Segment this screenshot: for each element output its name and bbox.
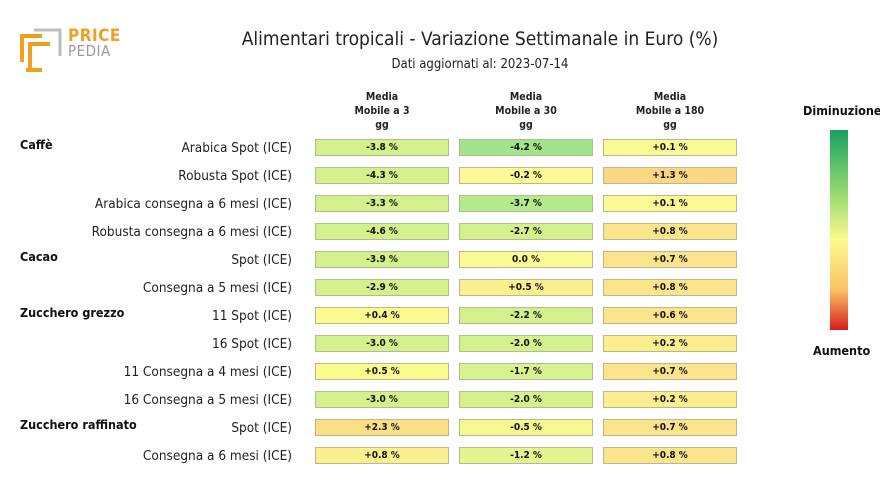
column-header-line: Media [653, 91, 687, 103]
table-cell: +1.3 % [603, 167, 737, 184]
row-label: Arabica consegna a 6 mesi (ICE) [94, 196, 292, 212]
column-header-line: Mobile a 3 [354, 105, 410, 117]
column-header-3: Media Mobile a 180 gg [602, 90, 738, 132]
logo-text-pedia: PEDIA [68, 42, 111, 60]
row-label: Consegna a 5 mesi (ICE) [142, 280, 292, 296]
logo-text-price: PRICE [68, 26, 121, 46]
row-label: Spot (ICE) [231, 252, 292, 268]
column-header-line: Media [365, 91, 399, 103]
table-cell: -3.0 % [315, 391, 449, 408]
table-cell: +0.7 % [603, 251, 737, 268]
table-cell: +0.8 % [603, 447, 737, 464]
table-cell: +0.8 % [603, 223, 737, 240]
table-cell: 0.0 % [459, 251, 593, 268]
row-label: 11 Consegna a 4 mesi (ICE) [123, 364, 292, 380]
column-header-line: gg [519, 119, 533, 131]
table-cell: -2.0 % [459, 391, 593, 408]
table-cell: -1.7 % [459, 363, 593, 380]
group-label: Zucchero grezzo [20, 305, 125, 320]
table-cell: -4.3 % [315, 167, 449, 184]
row-label: Consegna a 6 mesi (ICE) [142, 448, 292, 464]
table-cell: -3.0 % [315, 335, 449, 352]
table-cell: +0.2 % [603, 335, 737, 352]
table-cell: -2.9 % [315, 279, 449, 296]
column-header-line: Mobile a 180 [635, 105, 705, 117]
table-cell: +0.7 % [603, 419, 737, 436]
column-header-line: Media [509, 91, 543, 103]
column-header-line: Mobile a 30 [495, 105, 557, 117]
table-cell: +0.4 % [315, 307, 449, 324]
legend-bottom-label: Aumento [813, 343, 871, 358]
table-cell: -3.3 % [315, 195, 449, 212]
table-cell: -0.5 % [459, 419, 593, 436]
table-cell: -2.0 % [459, 335, 593, 352]
table-cell: -2.2 % [459, 307, 593, 324]
row-label: Spot (ICE) [231, 420, 292, 436]
row-label: 16 Consegna a 5 mesi (ICE) [123, 392, 292, 408]
column-header-line: gg [375, 119, 389, 131]
logo-mark-icon [20, 28, 62, 72]
table-cell: -4.2 % [459, 139, 593, 156]
row-label: 11 Spot (ICE) [212, 308, 292, 324]
table-cell: +2.3 % [315, 419, 449, 436]
table-cell: +0.1 % [603, 139, 737, 156]
row-label: Robusta consegna a 6 mesi (ICE) [91, 224, 292, 240]
column-header-line: gg [663, 119, 677, 131]
table-cell: -3.7 % [459, 195, 593, 212]
legend-color-scale [830, 130, 848, 330]
table-cell: +0.2 % [603, 391, 737, 408]
group-label: Caffè [20, 137, 53, 152]
table-cell: -1.2 % [459, 447, 593, 464]
table-cell: -4.6 % [315, 223, 449, 240]
table-cell: +0.8 % [603, 279, 737, 296]
pricepedia-logo: PRICE PEDIA [20, 26, 130, 74]
legend-top-label: Diminuzione [803, 103, 880, 118]
column-header-2: Media Mobile a 30 gg [458, 90, 594, 132]
group-label: Cacao [20, 249, 58, 264]
table-cell: -3.9 % [315, 251, 449, 268]
table-cell: -2.7 % [459, 223, 593, 240]
table-cell: +0.7 % [603, 363, 737, 380]
table-cell: +0.8 % [315, 447, 449, 464]
table-cell: +0.6 % [603, 307, 737, 324]
row-label: Robusta Spot (ICE) [178, 168, 292, 184]
group-label: Zucchero raffinato [20, 417, 137, 432]
row-label: 16 Spot (ICE) [212, 336, 292, 352]
row-label: Arabica Spot (ICE) [181, 140, 293, 156]
table-cell: -3.8 % [315, 139, 449, 156]
table-cell: +0.1 % [603, 195, 737, 212]
table-cell: +0.5 % [315, 363, 449, 380]
chart-title: Alimentari tropicali - Variazione Settim… [241, 28, 719, 50]
column-header-1: Media Mobile a 3 gg [314, 90, 450, 132]
table-cell: -0.2 % [459, 167, 593, 184]
chart-subtitle: Dati aggiornati al: 2023-07-14 [391, 57, 569, 72]
table-cell: +0.5 % [459, 279, 593, 296]
